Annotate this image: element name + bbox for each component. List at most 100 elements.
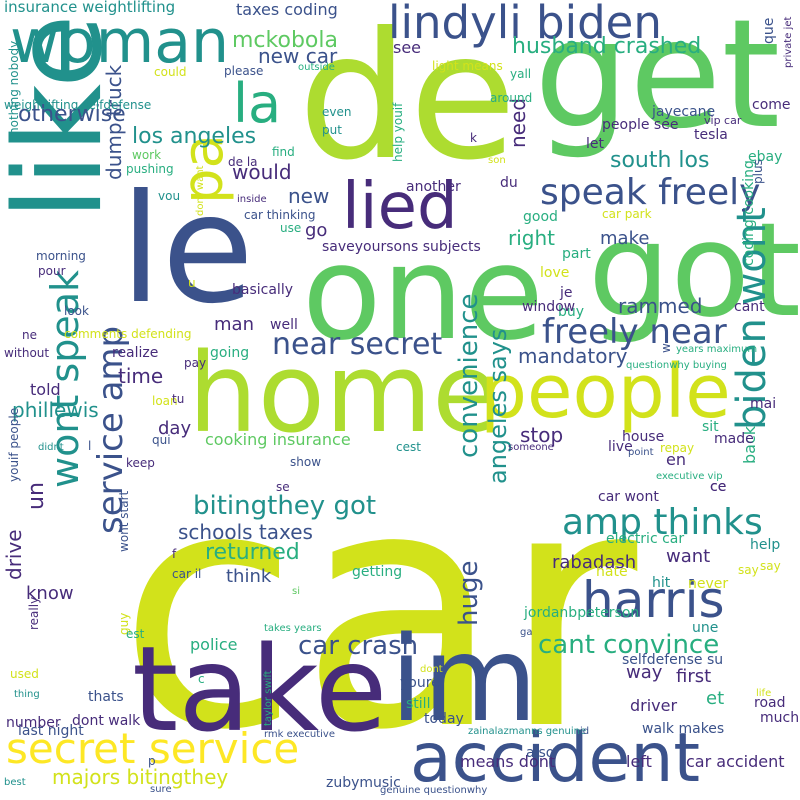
cloud-word: taxes coding	[236, 0, 338, 19]
cloud-word: nothing nobody	[7, 40, 21, 135]
cloud-word: la	[233, 72, 282, 135]
cloud-word: someone	[508, 442, 554, 453]
cloud-word: morning	[36, 249, 86, 263]
cloud-word: saveyoursons subjects	[322, 239, 481, 255]
cloud-word: time	[118, 364, 164, 388]
cloud-word: cant convince	[538, 630, 720, 660]
cloud-word: outside	[298, 62, 335, 73]
cloud-word: bitingthey got	[193, 491, 377, 521]
cloud-word: husband crashed	[512, 34, 702, 59]
cloud-word: rabadash	[552, 552, 637, 573]
cloud-word: cant	[734, 299, 765, 315]
cloud-word: pay	[184, 356, 207, 370]
cloud-word: yall	[510, 67, 532, 81]
cloud-word: best	[4, 777, 26, 788]
cloud-word: car il	[172, 567, 202, 581]
cloud-word: new	[288, 184, 330, 208]
cloud-word: otherwise	[18, 102, 126, 127]
cloud-word: please	[224, 64, 264, 78]
cloud-word: even	[322, 105, 352, 119]
cloud-word: day	[158, 418, 192, 439]
cloud-word: wont start	[117, 490, 131, 552]
cloud-word: right	[508, 226, 555, 250]
cloud-word: jayecane	[652, 104, 716, 120]
cloud-word: driver	[630, 696, 678, 715]
cloud-word: angeles says	[484, 328, 512, 484]
cloud-word: mai	[750, 396, 777, 412]
cloud-word: electric car	[606, 531, 685, 547]
cloud-word: keep	[126, 456, 155, 470]
cloud-word: selfdefense su	[622, 652, 724, 668]
cloud-word: help youif	[391, 102, 405, 162]
cloud-word: zainalazmanns genuine	[468, 726, 587, 737]
cloud-word: another	[406, 179, 461, 195]
cloud-word: et	[706, 688, 725, 709]
cloud-word: woman	[10, 7, 230, 77]
cloud-word: returned	[205, 540, 300, 565]
cloud-word: zubymusic	[326, 775, 401, 791]
cloud-word: car thinking	[244, 208, 316, 222]
cloud-word: private jet	[783, 16, 794, 68]
cloud-word: freely near	[542, 312, 727, 352]
cloud-word: want	[666, 546, 711, 567]
cloud-word: de	[298, 0, 517, 199]
cloud-word: taylor swift	[263, 670, 274, 726]
cloud-word: road	[754, 695, 786, 711]
cloud-word: weightlifting selfdefense	[4, 98, 152, 112]
cloud-word: years maximum	[676, 344, 758, 355]
cloud-word: secret service	[6, 724, 300, 773]
cloud-word: good	[523, 209, 558, 225]
cloud-word: pour	[38, 264, 66, 278]
cloud-word: new car	[258, 44, 338, 68]
cloud-word: takes years	[264, 623, 322, 634]
cloud-word: se	[276, 480, 290, 494]
cloud-word: youre	[400, 675, 440, 691]
cloud-word: getting	[352, 564, 403, 580]
cloud-word: los angeles	[132, 124, 257, 149]
cloud-word: majors bitingthey	[52, 765, 229, 789]
cloud-word: p	[148, 754, 156, 768]
cloud-word: si	[292, 586, 300, 597]
cloud-word: know	[26, 583, 74, 604]
cloud-word: tesla	[694, 127, 728, 143]
cloud-word: comments defending	[64, 327, 192, 341]
cloud-word: en	[666, 450, 686, 469]
cloud-word: put	[322, 123, 342, 137]
cloud-word: u	[188, 276, 196, 290]
cloud-word: jordanbpeterson	[524, 605, 640, 621]
cloud-word: ebay	[748, 149, 783, 165]
cloud-word: love	[540, 265, 570, 281]
cloud-word: de la	[228, 155, 258, 169]
cloud-word: ga	[520, 627, 533, 638]
cloud-word: would	[232, 160, 292, 184]
cloud-word: used	[10, 667, 39, 681]
cloud-word: get	[534, 0, 781, 162]
cloud-word: last night	[18, 723, 84, 739]
cloud-word: que	[761, 17, 777, 44]
cloud-word: use	[280, 221, 302, 235]
cloud-word: tu	[172, 392, 185, 406]
cloud-word: number	[6, 715, 61, 731]
cloud-word: cest	[396, 440, 421, 454]
cloud-word: point	[628, 447, 654, 458]
cloud-word: c	[198, 672, 205, 686]
cloud-word: take	[132, 620, 388, 758]
cloud-word: let	[586, 136, 604, 152]
cloud-word: house	[622, 429, 665, 445]
cloud-word: inside	[237, 194, 267, 205]
cloud-word: south los	[610, 148, 710, 173]
cloud-word: around	[490, 91, 533, 105]
cloud-word: dont walk	[72, 713, 141, 729]
cloud-word: accident	[410, 719, 701, 798]
cloud-word: ce	[710, 479, 727, 495]
cloud-word: man	[214, 314, 254, 335]
cloud-word: qui	[152, 433, 171, 447]
cloud-word: people	[480, 349, 731, 435]
cloud-word: well	[270, 317, 298, 333]
cloud-word: id	[580, 726, 590, 737]
cloud-word: un	[24, 482, 49, 510]
cloud-word: hate	[596, 564, 628, 580]
cloud-word: dump truck	[102, 64, 126, 180]
cloud-word: walk makes	[642, 721, 725, 737]
